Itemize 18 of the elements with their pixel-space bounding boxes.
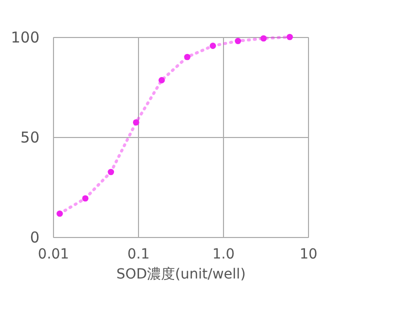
point: [108, 168, 114, 176]
point: [286, 34, 293, 40]
x-tick-label: 10: [300, 246, 318, 262]
y-tick-label: 0: [30, 228, 40, 246]
y-tick-label: 100: [10, 28, 40, 46]
x-tick-label: 0.01: [38, 246, 70, 262]
point: [184, 54, 190, 60]
point: [234, 38, 242, 44]
point: [260, 35, 267, 42]
point: [132, 119, 140, 126]
x-tick-label: 0.1: [127, 246, 150, 262]
point: [210, 42, 216, 49]
x-tick-label: 1.0: [212, 246, 235, 262]
point: [56, 210, 63, 217]
y-tick-label: 50: [20, 128, 40, 146]
point: [158, 77, 165, 84]
x-axis-title: SOD濃度(unit/well): [116, 266, 246, 282]
point: [82, 195, 88, 202]
